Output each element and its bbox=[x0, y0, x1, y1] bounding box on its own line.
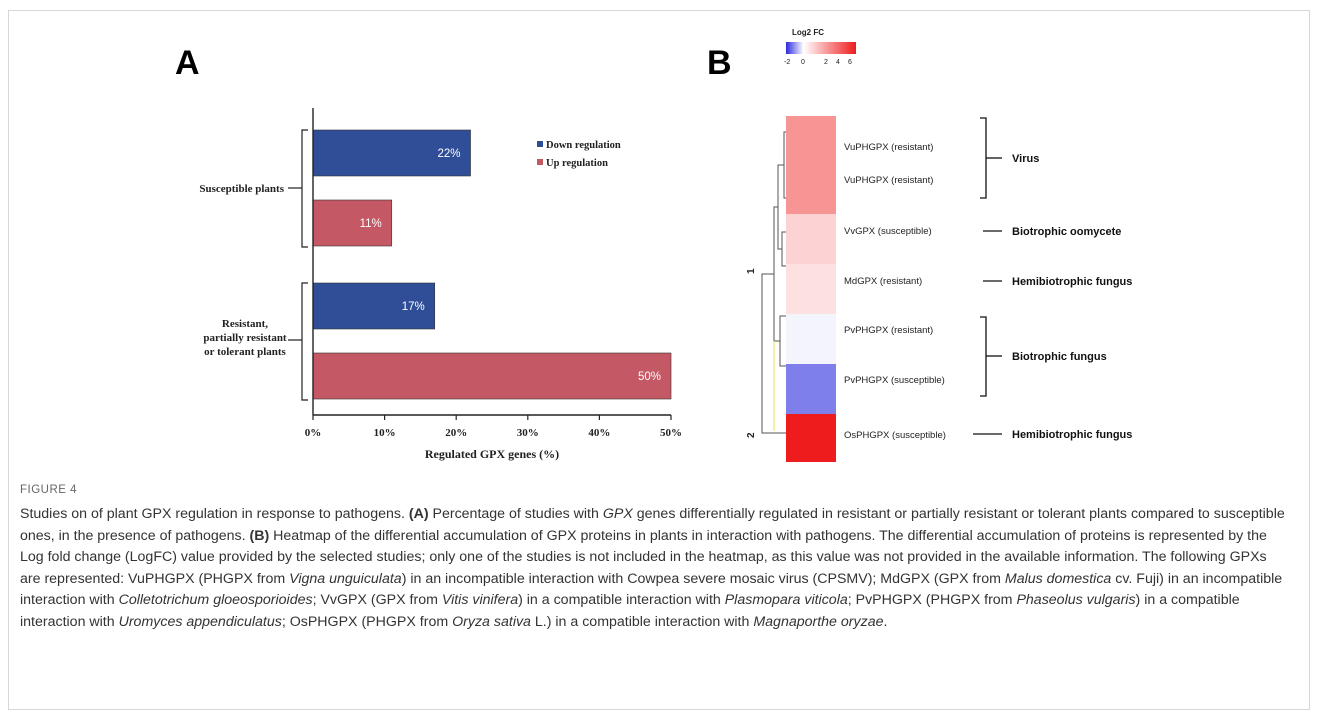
caption-b-text: Heatmap of the differential accumulation… bbox=[20, 527, 1267, 587]
x-tick-label-50: 50% bbox=[660, 427, 682, 439]
bar-label-resistant-up: 50% bbox=[638, 371, 661, 383]
bar-label-susceptible-up: 11% bbox=[360, 218, 382, 230]
caption-text-3: ; VvGPX (GPX from bbox=[312, 592, 442, 608]
x-tick-label-10: 10% bbox=[374, 427, 396, 439]
heatmap-cell-vvgpx bbox=[786, 214, 836, 264]
row-label-1: VuPHGPX (resistant) bbox=[844, 175, 933, 186]
group-label-resistant-3: or tolerant plants bbox=[204, 346, 286, 358]
bar-label-susceptible-down: 22% bbox=[437, 148, 460, 160]
legend-down-label: Down regulation bbox=[546, 140, 621, 151]
bar-resistant-up bbox=[312, 352, 672, 400]
pathogen-label-virus: Virus bbox=[1012, 153, 1039, 165]
caption-gene: GPX bbox=[602, 506, 633, 522]
caption-text-1: ) in an incompatible interaction with Co… bbox=[401, 570, 1005, 587]
pathogen-label-hemibiotrophic-fungus-2: Hemibiotrophic fungus bbox=[1012, 429, 1132, 441]
caption-a-label: (A) bbox=[408, 506, 429, 522]
bar-label-resistant-down: 17% bbox=[402, 301, 425, 313]
cluster-label-1: 1 bbox=[746, 268, 757, 274]
colorbar-tick-0: 0 bbox=[801, 59, 805, 66]
colorbar-tick-4: 4 bbox=[836, 59, 840, 66]
species-vigna: Vigna unguiculata bbox=[289, 570, 402, 587]
caption-b-label: (B) bbox=[249, 527, 270, 544]
heatmap-cell-osphgpx bbox=[786, 414, 836, 462]
bar-susceptible-up bbox=[312, 199, 393, 247]
heatmap-cell-vuphgpx-2 bbox=[786, 165, 836, 214]
panel-b-letter: B bbox=[707, 44, 732, 82]
dendrogram bbox=[761, 131, 786, 434]
caption-text-4: ) in a compatible interaction with bbox=[518, 592, 725, 608]
pathogen-label-biotrophic-oomycete: Biotrophic oomycete bbox=[1012, 226, 1121, 238]
group-label-susceptible: Susceptible plants bbox=[199, 183, 284, 195]
row-label-5: PvPHGPX (susceptible) bbox=[844, 375, 945, 386]
group-label-resistant-1: Resistant, bbox=[222, 318, 268, 330]
x-tick-label-0: 0% bbox=[305, 427, 322, 439]
x-axis-ticks: 0% 10% 20% 30% 40% 50% bbox=[305, 415, 682, 439]
colorbar-tick-2: 2 bbox=[824, 59, 828, 66]
colorbar bbox=[786, 42, 856, 54]
heatmap-cell-pvphgpx-susceptible bbox=[786, 364, 836, 414]
row-label-2: VvGPX (susceptible) bbox=[844, 226, 932, 237]
heatmap-cell-vuphgpx-1 bbox=[786, 116, 836, 165]
species-colletotrichum: Colletotrichum gloeosporioides bbox=[118, 592, 313, 608]
row-label-3: MdGPX (resistant) bbox=[844, 276, 922, 287]
colorbar-title: Log2 FC bbox=[792, 28, 824, 37]
heatmap-cell-pvphgpx-resistant bbox=[786, 314, 836, 364]
caption-a-text: Percentage of studies with bbox=[428, 506, 603, 522]
species-uromyces: Uromyces appendiculatus bbox=[118, 613, 282, 630]
pathogen-label-hemibiotrophic-fungus-1: Hemibiotrophic fungus bbox=[1012, 276, 1132, 288]
species-oryza: Oryza sativa bbox=[452, 613, 531, 630]
species-phaseolus: Phaseolus vulgaris bbox=[1016, 592, 1136, 608]
species-malus: Malus domestica bbox=[1004, 570, 1112, 587]
figure-number: FIGURE 4 bbox=[20, 484, 78, 496]
caption-text-8: L.) in a compatible interaction with bbox=[530, 613, 754, 630]
species-vitis: Vitis vinifera bbox=[441, 592, 519, 608]
legend-down-swatch bbox=[537, 141, 543, 147]
bar-chart: Down regulation Up regulation Susceptibl… bbox=[199, 108, 682, 461]
cluster-label-2: 2 bbox=[746, 432, 757, 438]
bracket-resistant bbox=[301, 282, 308, 401]
panel-a-letter: A bbox=[175, 44, 200, 82]
caption-text-7: ; OsPHGPX (PHGPX from bbox=[281, 613, 453, 630]
species-plasmopara: Plasmopara viticola bbox=[724, 592, 848, 608]
pathogen-brackets bbox=[973, 117, 1002, 435]
legend-up-label: Up regulation bbox=[546, 158, 608, 169]
figure-caption: Studies on of plant GPX regulation in re… bbox=[20, 504, 1290, 633]
caption-text-2: cv. Fuji) in an incompatible interaction… bbox=[20, 570, 1283, 609]
colorbar-tick-6: 6 bbox=[848, 59, 852, 66]
caption-a-text-2: genes differentially regulated in resist… bbox=[20, 506, 1285, 544]
x-tick-label-20: 20% bbox=[445, 427, 467, 439]
caption-text-6: ) in a compatible interaction with bbox=[20, 592, 1240, 630]
x-tick-label-30: 30% bbox=[517, 427, 539, 439]
row-label-4: PvPHGPX (resistant) bbox=[844, 325, 933, 336]
x-axis-title: Regulated GPX genes (%) bbox=[425, 447, 559, 461]
row-label-6: OsPHGPX (susceptible) bbox=[844, 430, 946, 441]
row-label-0: VuPHGPX (resistant) bbox=[844, 142, 933, 153]
heatmap: Log2 FC -2 0 2 4 6 VuPHGPX (resistant) V… bbox=[746, 28, 1132, 462]
species-magnaporthe: Magnaporthe oryzae bbox=[753, 613, 884, 630]
bracket-susceptible bbox=[301, 129, 308, 248]
colorbar-tick-m2: -2 bbox=[784, 59, 790, 66]
bar-resistant-down bbox=[312, 282, 436, 330]
caption-intro: Studies on of plant GPX regulation in re… bbox=[20, 506, 409, 522]
group-label-resistant-2: partially resistant bbox=[203, 332, 287, 344]
x-tick-label-40: 40% bbox=[588, 427, 610, 439]
caption-text-5: ; PvPHGPX (PHGPX from bbox=[847, 592, 1017, 608]
pathogen-label-biotrophic-fungus: Biotrophic fungus bbox=[1012, 351, 1107, 363]
legend-up-swatch bbox=[537, 159, 543, 165]
heatmap-cell-mdgpx bbox=[786, 264, 836, 314]
caption-text-9: . bbox=[883, 613, 888, 630]
